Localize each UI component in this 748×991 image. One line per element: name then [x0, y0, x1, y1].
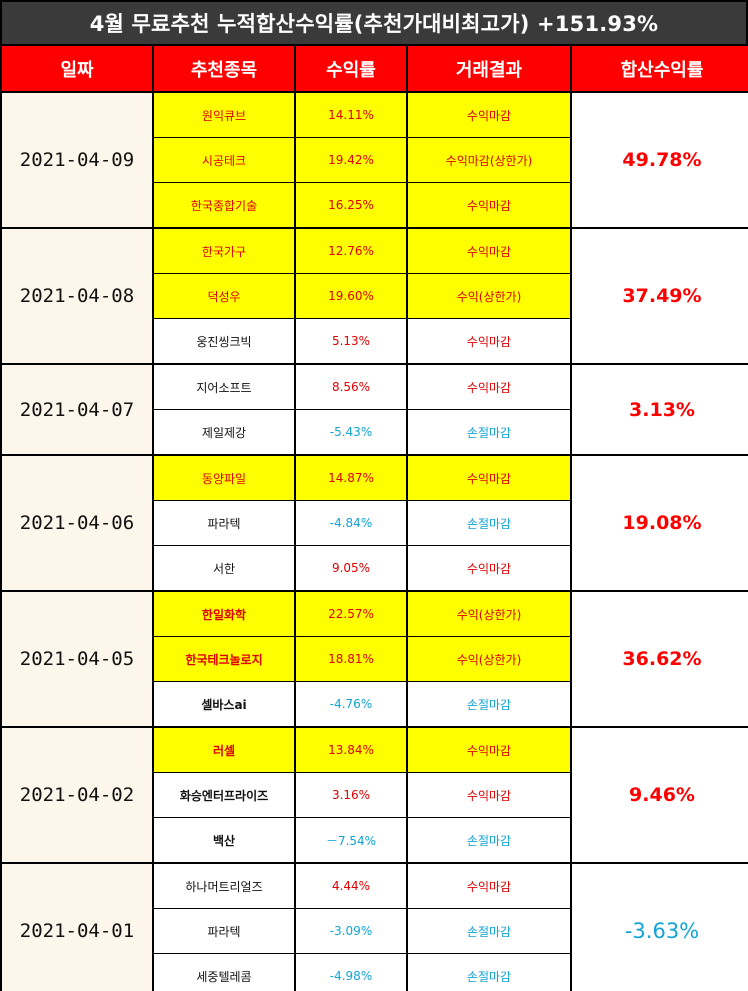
- date-cell: 2021-04-05: [2, 592, 152, 726]
- result-cell: 손절마감: [408, 501, 570, 545]
- result-cell: 손절마감: [408, 410, 570, 454]
- return-cell: 22.57%: [296, 592, 406, 636]
- total-return-cell: 9.46%: [572, 728, 748, 862]
- return-cell: 13.84%: [296, 728, 406, 772]
- stock-name-cell: 셀바스ai: [154, 682, 294, 726]
- result-cell: 손절마감: [408, 954, 570, 991]
- header-return: 수익률: [296, 46, 406, 91]
- stock-name-cell: 덕성우: [154, 274, 294, 318]
- return-cell: -4.98%: [296, 954, 406, 991]
- return-cell: -5.43%: [296, 410, 406, 454]
- stock-name-cell: 파라텍: [154, 501, 294, 545]
- stock-name-cell: 원익큐브: [154, 93, 294, 137]
- date-cell: 2021-04-09: [2, 93, 152, 227]
- total-return-cell: 19.08%: [572, 456, 748, 590]
- result-cell: 수익(상한가): [408, 274, 570, 318]
- result-cell: 수익마감: [408, 546, 570, 590]
- result-cell: 손절마감: [408, 682, 570, 726]
- return-cell: 9.05%: [296, 546, 406, 590]
- return-cell: 14.11%: [296, 93, 406, 137]
- date-group: 2021-04-01 하나머트리얼즈 4.44% 수익마감 파라텍 -3.09% 손절마감 세…: [2, 864, 748, 991]
- stock-name-cell: 제일제강: [154, 410, 294, 454]
- return-cell: -3.09%: [296, 909, 406, 953]
- header-stock: 추천종목: [154, 46, 294, 91]
- result-cell: 수익마감: [408, 728, 570, 772]
- stock-name-cell: 서한: [154, 546, 294, 590]
- stock-name-cell: 한국종합기술: [154, 183, 294, 227]
- return-cell: 3.16%: [296, 773, 406, 817]
- result-cell: 수익마감(상한가): [408, 138, 570, 182]
- stock-name-cell: 파라텍: [154, 909, 294, 953]
- stock-name-cell: 화승엔터프라이즈: [154, 773, 294, 817]
- total-return-cell: 37.49%: [572, 229, 748, 363]
- return-cell: 8.56%: [296, 365, 406, 409]
- result-cell: 수익(상한가): [408, 637, 570, 681]
- return-cell: 16.25%: [296, 183, 406, 227]
- date-group: 2021-04-02 러셀 13.84% 수익마감 화승엔터프라이즈 3.16% 수익마감 백…: [2, 728, 748, 862]
- date-cell: 2021-04-01: [2, 864, 152, 991]
- return-cell: 4.44%: [296, 864, 406, 908]
- result-cell: 수익마감: [408, 864, 570, 908]
- stock-name-cell: 시공테크: [154, 138, 294, 182]
- date-cell: 2021-04-06: [2, 456, 152, 590]
- result-cell: 수익(상한가): [408, 592, 570, 636]
- result-cell: 수익마감: [408, 319, 570, 363]
- table-body: 2021-04-09 원익큐브 14.11% 수익마감 시공테크 19.42% 수익마감(상…: [2, 93, 748, 991]
- result-cell: 손절마감: [408, 818, 570, 862]
- result-cell: 수익마감: [408, 183, 570, 227]
- stock-name-cell: 한일화학: [154, 592, 294, 636]
- total-return-cell: 36.62%: [572, 592, 748, 726]
- header-result: 거래결과: [408, 46, 570, 91]
- result-cell: 수익마감: [408, 773, 570, 817]
- header-date: 일짜: [2, 46, 152, 91]
- stock-name-cell: 한국가구: [154, 229, 294, 273]
- date-cell: 2021-04-08: [2, 229, 152, 363]
- result-cell: 수익마감: [408, 365, 570, 409]
- return-cell: -4.84%: [296, 501, 406, 545]
- result-cell: 수익마감: [408, 229, 570, 273]
- return-cell: 19.60%: [296, 274, 406, 318]
- stock-name-cell: 웅진씽크빅: [154, 319, 294, 363]
- result-cell: 손절마감: [408, 909, 570, 953]
- return-cell: －7.54%: [296, 818, 406, 862]
- stock-name-cell: 동양파일: [154, 456, 294, 500]
- stock-name-cell: 세중텔레콤: [154, 954, 294, 991]
- date-group: 2021-04-08 한국가구 12.76% 수익마감 덕성우 19.60% 수익(상한가)…: [2, 229, 748, 363]
- date-group: 2021-04-06 동양파일 14.87% 수익마감 파라텍 -4.84% 손절마감 서한 9…: [2, 456, 748, 590]
- table-title: 4월 무료추천 누적합산수익률(추천가대비최고가) +151.93%: [2, 2, 746, 44]
- return-cell: 18.81%: [296, 637, 406, 681]
- date-cell: 2021-04-07: [2, 365, 152, 454]
- return-cell: 5.13%: [296, 319, 406, 363]
- total-return-cell: 49.78%: [572, 93, 748, 227]
- total-return-cell: -3.63%: [572, 864, 748, 991]
- stock-name-cell: 러셀: [154, 728, 294, 772]
- result-cell: 수익마감: [408, 93, 570, 137]
- stock-name-cell: 지어소프트: [154, 365, 294, 409]
- total-return-cell: 3.13%: [572, 365, 748, 454]
- return-cell: 14.87%: [296, 456, 406, 500]
- date-group: 2021-04-09 원익큐브 14.11% 수익마감 시공테크 19.42% 수익마감(상…: [2, 93, 748, 227]
- stock-name-cell: 백산: [154, 818, 294, 862]
- stock-name-cell: 하나머트리얼즈: [154, 864, 294, 908]
- date-cell: 2021-04-02: [2, 728, 152, 862]
- result-cell: 수익마감: [408, 456, 570, 500]
- return-cell: 12.76%: [296, 229, 406, 273]
- return-cell: -4.76%: [296, 682, 406, 726]
- header-row: 일짜 추천종목 수익률 거래결과 합산수익률: [2, 46, 748, 91]
- header-total: 합산수익률: [572, 46, 748, 91]
- stock-name-cell: 한국테크놀로지: [154, 637, 294, 681]
- date-group: 2021-04-05 한일화학 22.57% 수익(상한가) 한국테크놀로지 18.81%…: [2, 592, 748, 726]
- return-cell: 19.42%: [296, 138, 406, 182]
